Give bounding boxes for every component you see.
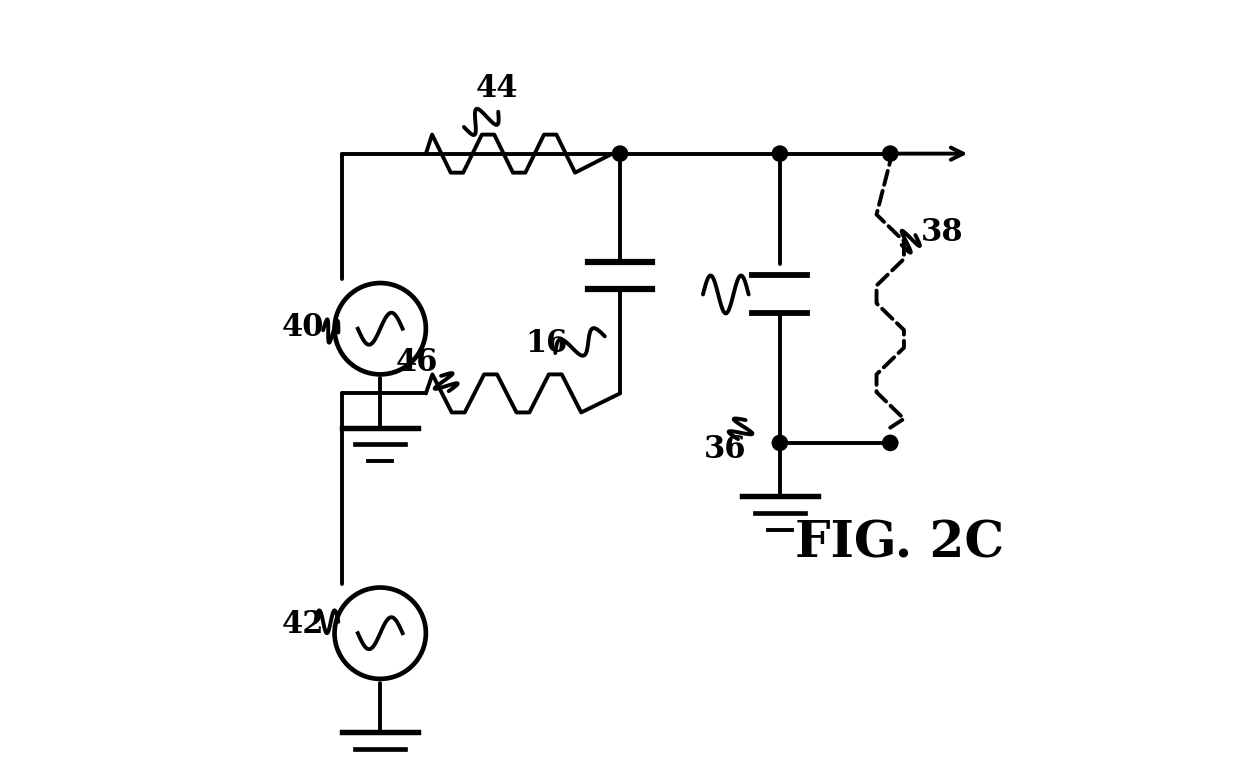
Text: 40: 40: [281, 312, 324, 343]
Text: 42: 42: [281, 609, 324, 640]
Text: 16: 16: [525, 328, 567, 358]
Circle shape: [883, 146, 898, 161]
Circle shape: [773, 146, 787, 161]
Text: FIG. 2C: FIG. 2C: [795, 519, 1004, 568]
Text: 44: 44: [475, 73, 518, 104]
Circle shape: [883, 435, 898, 451]
Text: 46: 46: [396, 347, 438, 377]
Text: 38: 38: [920, 217, 963, 248]
Text: 36: 36: [704, 434, 746, 465]
Circle shape: [773, 435, 787, 451]
Circle shape: [613, 146, 627, 161]
